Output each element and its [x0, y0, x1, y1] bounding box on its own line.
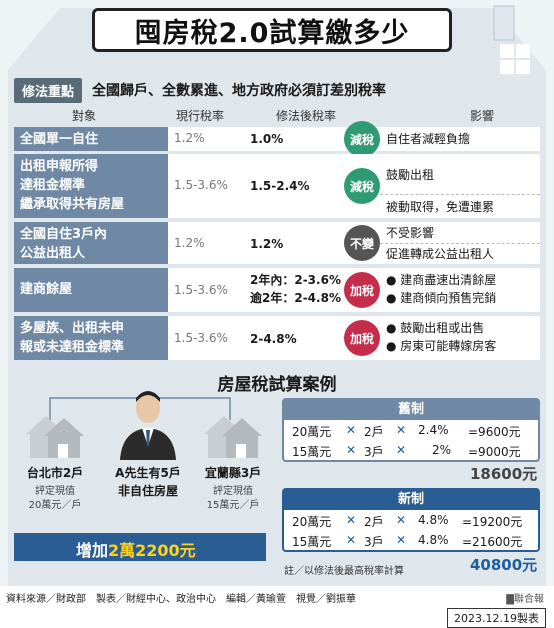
row-effect: 促進轉成公益出租人	[386, 247, 495, 261]
city-yilan: 宜蘭縣3戶	[204, 466, 262, 480]
new-total: 40800元	[470, 556, 538, 574]
row-divider	[380, 194, 540, 195]
row-target: 全國單一自住	[14, 127, 168, 151]
row-new-rate: 1.0%	[250, 132, 284, 146]
calc-note: 註／以修法後最高稅率計算	[284, 566, 404, 577]
header-new: 修法後稅率	[276, 109, 337, 123]
table-row: 全國單一自住 1.2% 1.0% 減稅 自住者減輕負擔	[14, 121, 540, 157]
source-credit: 資料來源／財政部 製表／財經中心、政治中心 編輯／黃瑜萱 視覺／劉振華	[6, 594, 356, 605]
person-icon	[120, 391, 176, 460]
house-icon	[26, 416, 84, 458]
row-new-rate: 2年內：2-3.6% 逾2年：2-4.8%	[250, 273, 341, 305]
person-name: A先生有5戶	[115, 466, 181, 480]
key-points-tag: 修法重點	[14, 77, 83, 103]
old-system-box: 舊制 20萬元 ✕ 2戶 ✕ 2.4% =9600元 15萬元 ✕ 3戶 ✕ 2% =900…	[282, 398, 540, 462]
tax-hike-badge: 加稅	[344, 272, 380, 308]
row-target: 全國自住3戶內 公益出租人	[14, 222, 168, 264]
row-effect: 被動取得，免遭連累	[386, 200, 495, 214]
row-new-rate: 1.5-2.4%	[250, 179, 310, 193]
calc-line: 15萬元 ✕ 3戶 ✕ 4.8% =21600元	[292, 533, 523, 549]
row-divider	[380, 243, 540, 244]
key-points-strip: 修法重點 全國歸戶、全數累進、地方政府必須訂差別稅率	[14, 77, 540, 103]
key-points-text: 全國歸戶、全數累進、地方政府必須訂差別稅率	[92, 83, 387, 99]
tax-cut-badge: 減稅	[344, 168, 380, 204]
increase-amount: 2萬2200元	[108, 541, 196, 560]
old-total: 18600元	[470, 465, 538, 483]
calc-line: 15萬元 ✕ 3戶 ✕ 2% =9000元	[292, 443, 521, 459]
row-effect: 鼓勵出租	[386, 168, 435, 182]
person-sub: 非自住房屋	[117, 484, 178, 498]
row-target: 多屋族、出租未申 報或未達租金標準	[14, 316, 168, 360]
table-row: 全國自住3戶內 公益出租人 1.2% 1.2% 不變 不受影響 促進轉成公益出租人	[14, 222, 540, 264]
calc-line: 20萬元 ✕ 2戶 ✕ 2.4% =9600元	[292, 423, 521, 439]
tax-cut-badge: 減稅	[344, 121, 380, 157]
row-target: 建商餘屋	[14, 268, 168, 312]
calc-line: 20萬元 ✕ 2戶 ✕ 4.8% =19200元	[292, 513, 523, 529]
unchanged-badge: 不變	[344, 225, 380, 261]
increase-banner: 增加2萬2200元	[14, 533, 266, 561]
row-current-rate: 1.5-3.6%	[174, 283, 228, 297]
brand-logo: ▇聯合報	[506, 594, 544, 605]
row-target: 出租申報所得 達租金標準 繼承取得共有房屋	[14, 154, 168, 218]
city-note: 15萬元／戶	[206, 500, 260, 511]
row-current-rate: 1.5-3.6%	[174, 331, 228, 345]
header-target: 對象	[72, 109, 97, 123]
new-system-title: 新制	[284, 490, 538, 510]
row-current-rate: 1.5-3.6%	[174, 178, 228, 192]
row-effect: 不受影響	[386, 226, 435, 240]
city-taipei: 台北市2戶	[26, 466, 84, 480]
tax-hike-badge: 加稅	[344, 320, 380, 356]
house-icon	[204, 416, 262, 458]
case-title: 房屋稅試算案例	[217, 375, 337, 395]
footer: 資料來源／財政部 製表／財經中心、政治中心 編輯／黃瑜萱 視覺／劉振華 ▇聯合報…	[0, 586, 554, 628]
header-current: 現行稅率	[176, 109, 225, 123]
row-new-rate: 1.2%	[250, 237, 284, 251]
row-current-rate: 1.2%	[174, 236, 205, 250]
row-new-rate: 2-4.8%	[250, 332, 297, 346]
row-effect: ● 建商盡速出清餘屋 ● 建商傾向預售完銷	[386, 273, 497, 305]
city-note: 評定現值	[213, 486, 253, 497]
row-current-rate: 1.2%	[174, 131, 205, 145]
page-title: 囤房稅2.0試算繳多少	[92, 8, 452, 52]
table-row: 建商餘屋 1.5-3.6% 2年內：2-3.6% 逾2年：2-4.8% 加稅 ● …	[14, 268, 540, 312]
row-effect: ● 鼓勵出租或出售 ● 房東可能轉嫁房客	[386, 321, 497, 353]
table-row: 出租申報所得 達租金標準 繼承取得共有房屋 1.5-3.6% 1.5-2.4% 減稅…	[14, 154, 540, 218]
old-system-title: 舊制	[284, 400, 538, 420]
date-stamp: 2023.12.19製表	[447, 608, 546, 628]
city-note: 評定現值	[35, 486, 75, 497]
city-note: 20萬元／戶	[28, 500, 82, 511]
new-system-box: 新制 20萬元 ✕ 2戶 ✕ 4.8% =19200元 15萬元 ✕ 3戶 ✕ 4.8% =…	[282, 488, 540, 552]
header-effect: 影響	[470, 109, 495, 123]
table-header: 對象 現行稅率 修法後稅率 影響	[14, 104, 540, 126]
table-row: 多屋族、出租未申 報或未達租金標準 1.5-3.6% 2-4.8% 加稅 ● 鼓勵…	[14, 316, 540, 360]
row-effect: 自住者減輕負擔	[386, 132, 471, 146]
